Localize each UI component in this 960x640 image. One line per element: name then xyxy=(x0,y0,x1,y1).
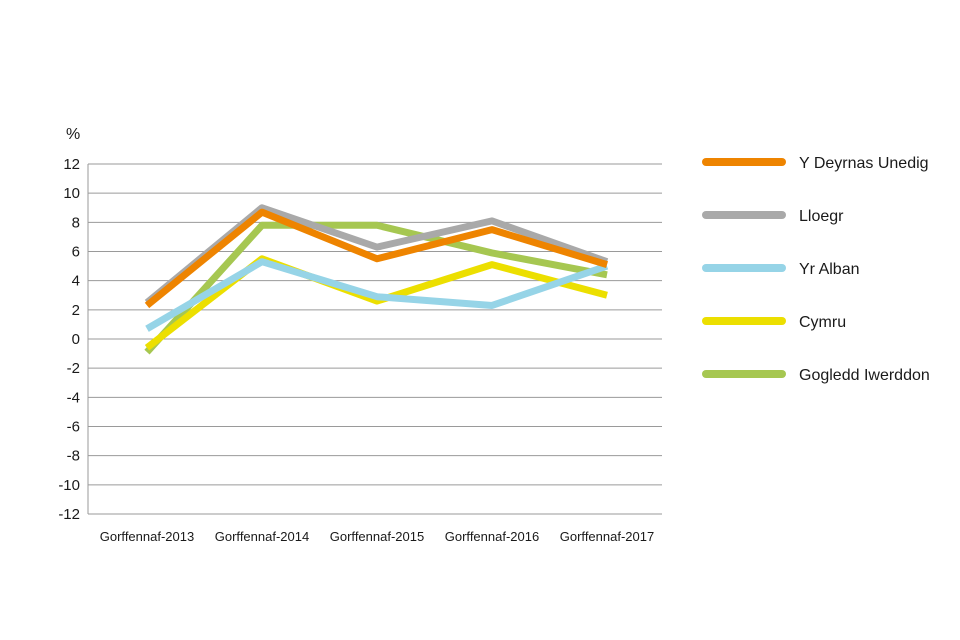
y-tick-label: 4 xyxy=(72,273,80,290)
legend-label: Y Deyrnas Unedig xyxy=(799,155,929,172)
legend-label: Lloegr xyxy=(799,208,844,225)
y-tick-label: -12 xyxy=(58,506,80,523)
x-tick-label: Gorffennaf-2016 xyxy=(445,529,539,544)
x-tick-label: Gorffennaf-2014 xyxy=(215,529,309,544)
x-tick-label: Gorffennaf-2015 xyxy=(330,529,424,544)
legend-label: Yr Alban xyxy=(799,261,859,278)
legend-label: Gogledd Iwerddon xyxy=(799,367,930,384)
y-tick-label: 0 xyxy=(72,331,80,348)
y-tick-label: 2 xyxy=(72,302,80,319)
y-axis-unit-label: % xyxy=(66,126,80,143)
series-line-0 xyxy=(144,208,609,309)
series-line-3 xyxy=(144,255,608,351)
series-line-4 xyxy=(144,221,608,355)
series-line-2 xyxy=(145,258,609,332)
y-tick-label: -4 xyxy=(67,389,80,406)
y-tick-label: -10 xyxy=(58,477,80,494)
y-tick-label: 6 xyxy=(72,244,80,261)
y-tick-label: 10 xyxy=(63,185,80,202)
series-lines xyxy=(144,204,609,355)
y-tick-label: -8 xyxy=(67,448,80,465)
y-tick-label: 8 xyxy=(72,214,80,231)
x-tick-label: Gorffennaf-2017 xyxy=(560,529,654,544)
legend-label: Cymru xyxy=(799,314,846,331)
x-axis-ticks: Gorffennaf-2013 Gorffennaf-2014 Gorffennaf… xyxy=(100,529,654,544)
legend: Y Deyrnas Unedig Lloegr Yr Alban Cymru Gogle… xyxy=(702,155,930,384)
y-tick-label: 12 xyxy=(63,156,80,173)
y-axis-ticks: 12 10 8 6 4 2 0 -2 -4 -6 -8 -10 -12 xyxy=(58,156,80,523)
y-tick-label: -2 xyxy=(67,360,80,377)
x-tick-label: Gorffennaf-2013 xyxy=(100,529,194,544)
y-tick-label: -6 xyxy=(67,419,80,436)
gridlines xyxy=(87,163,662,515)
